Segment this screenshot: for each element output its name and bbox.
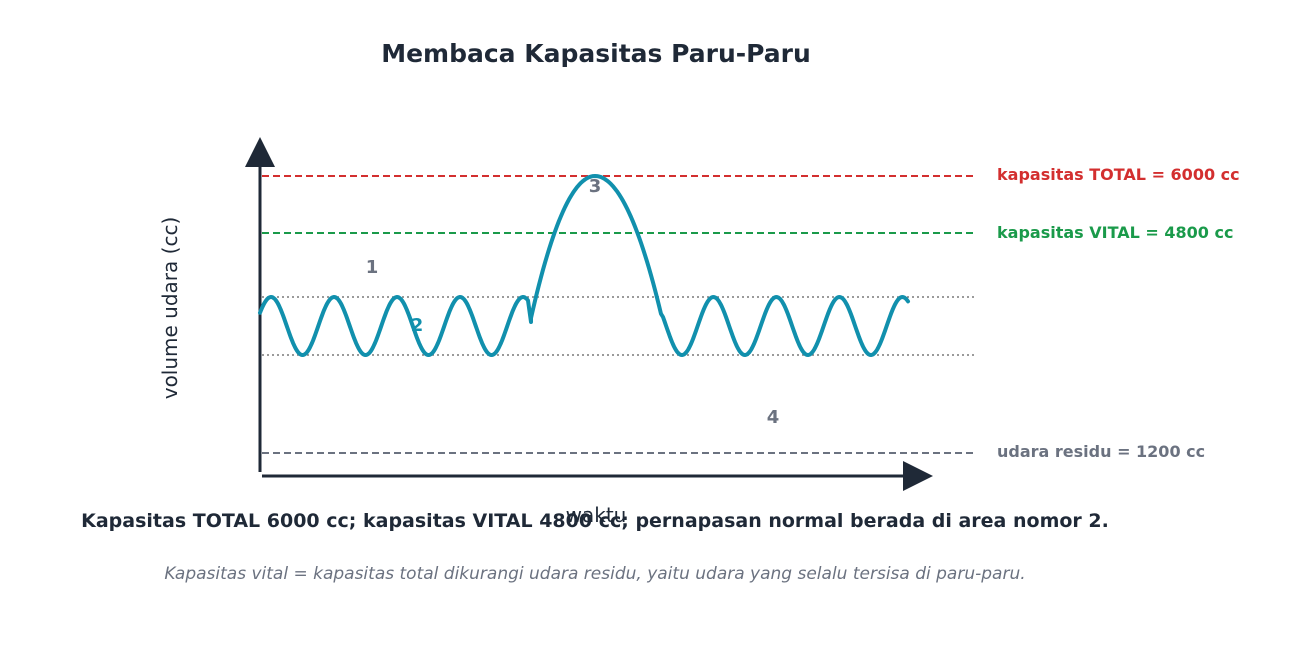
explanation-note: Kapasitas vital = kapasitas total dikura… bbox=[164, 564, 1025, 584]
area-number-2: 2 bbox=[411, 315, 424, 336]
total-capacity-label: kapasitas TOTAL = 6000 cc bbox=[997, 165, 1240, 184]
area-number-3: 3 bbox=[589, 176, 602, 197]
area-number-4: 4 bbox=[767, 407, 780, 428]
vital-capacity-label: kapasitas VITAL = 4800 cc bbox=[997, 223, 1233, 242]
page-title: Membaca Kapasitas Paru-Paru bbox=[381, 39, 811, 68]
residual-volume-label: udara residu = 1200 cc bbox=[997, 442, 1205, 461]
conclusion-text: Kapasitas TOTAL 6000 cc; kapasitas VITAL… bbox=[81, 510, 1109, 532]
x-axis-label: waktu bbox=[566, 503, 627, 527]
breathing-wave bbox=[258, 174, 910, 357]
y-axis-label: volume udara (cc) bbox=[158, 217, 182, 400]
area-number-1: 1 bbox=[366, 257, 379, 278]
